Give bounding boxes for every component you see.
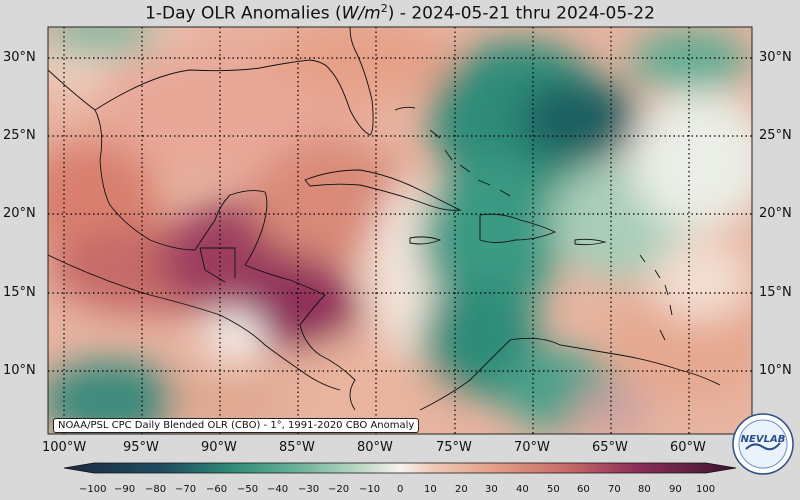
colorbar-tick: 70 bbox=[608, 484, 621, 495]
colorbar-tick: −50 bbox=[237, 484, 259, 495]
colorbar-tick: −40 bbox=[267, 484, 289, 495]
florida-keys bbox=[394, 106, 453, 161]
puerto-rico bbox=[574, 238, 607, 246]
lat-label-left-25: 25°N bbox=[3, 128, 36, 143]
colorbar-tick: −100 bbox=[79, 484, 107, 495]
lon-label-80w: 80°W bbox=[357, 440, 393, 455]
lesser-antilles bbox=[639, 254, 673, 341]
colorbar-tick: 30 bbox=[485, 484, 498, 495]
lat-label-left-15: 15°N bbox=[3, 285, 36, 300]
data-source-credit: NOAA/PSL CPC Daily Blended OLR (CBO) - 1… bbox=[53, 418, 420, 433]
colorbar-tick: 100 bbox=[696, 484, 716, 495]
lon-label-85w: 85°W bbox=[279, 440, 315, 455]
colorbar-tick: −10 bbox=[359, 484, 381, 495]
lat-label-right-15: 15°N bbox=[759, 285, 792, 300]
coastlines bbox=[48, 27, 721, 411]
colorbar-tick: −80 bbox=[145, 484, 167, 495]
lon-label-90w: 90°W bbox=[201, 440, 237, 455]
nevlab-logo: NEVLAB bbox=[732, 413, 794, 475]
lon-label-65w: 65°W bbox=[592, 440, 628, 455]
hispaniola bbox=[479, 213, 557, 243]
lat-label-right-10: 10°N bbox=[759, 363, 792, 378]
logo-text: NEVLAB bbox=[741, 434, 786, 445]
colorbar-tick: 50 bbox=[547, 484, 560, 495]
graticule bbox=[48, 27, 752, 434]
lat-label-right-20: 20°N bbox=[759, 206, 792, 221]
lat-label-right-30: 30°N bbox=[759, 50, 792, 65]
colorbar-tick: 60 bbox=[577, 484, 590, 495]
colorbar-tick: 80 bbox=[638, 484, 651, 495]
lon-label-100w: 100°W bbox=[42, 440, 87, 455]
yucatan-border bbox=[199, 247, 236, 283]
colorbar-tick: 40 bbox=[516, 484, 529, 495]
lon-label-60w: 60°W bbox=[670, 440, 706, 455]
lon-label-70w: 70°W bbox=[514, 440, 550, 455]
bahamas bbox=[459, 164, 511, 197]
central-america-coast bbox=[244, 264, 356, 411]
us-gulf-coast bbox=[94, 27, 374, 136]
colorbar-tick: −70 bbox=[175, 484, 197, 495]
lat-label-right-25: 25°N bbox=[759, 128, 792, 143]
lat-label-left-20: 20°N bbox=[3, 206, 36, 221]
south-america-coast bbox=[419, 337, 721, 411]
colorbar-tick: 0 bbox=[397, 484, 404, 495]
colorbar-tick: −20 bbox=[328, 484, 350, 495]
colorbar-tick: 10 bbox=[424, 484, 437, 495]
colorbar-tick: 20 bbox=[455, 484, 468, 495]
gulf-coast bbox=[48, 69, 268, 266]
lon-label-95w: 95°W bbox=[123, 440, 159, 455]
map-title: 1-Day OLR Anomalies (W/m2) - 2024-05-21 … bbox=[145, 2, 655, 24]
lat-label-left-10: 10°N bbox=[3, 363, 36, 378]
lat-label-left-30: 30°N bbox=[3, 50, 36, 65]
lon-label-75w: 75°W bbox=[436, 440, 472, 455]
colorbar-tick: −90 bbox=[114, 484, 136, 495]
map-frame bbox=[47, 26, 753, 435]
colorbar bbox=[63, 462, 737, 474]
pacific-coast bbox=[48, 254, 341, 391]
colorbar-tick: −30 bbox=[298, 484, 320, 495]
colorbar-tick: 90 bbox=[669, 484, 682, 495]
jamaica bbox=[409, 236, 442, 245]
colorbar-tick: −60 bbox=[206, 484, 228, 495]
cuba bbox=[304, 169, 462, 211]
